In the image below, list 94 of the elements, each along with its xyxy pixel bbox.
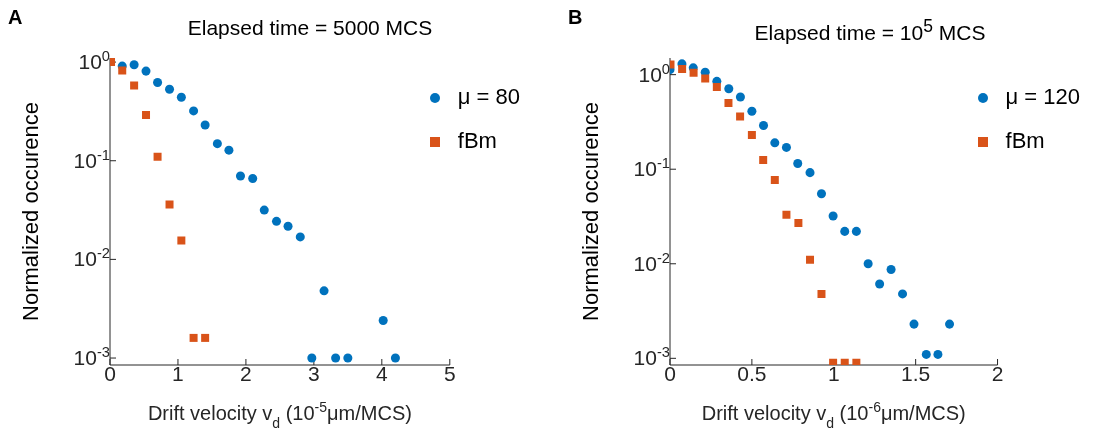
point [235,171,245,181]
legend-label: fBm [1005,128,1045,153]
point [770,175,779,184]
point [189,106,199,116]
point [689,68,698,77]
point [781,142,791,152]
point [176,92,186,102]
point [142,111,151,120]
chart-title: Elapsed time = 5000 MCS [186,16,434,40]
x-tick-label: 0.5 [737,362,767,385]
y-tick-label: 10$^{-1}$ [73,146,110,172]
point [724,84,734,94]
point [390,353,400,363]
point [794,218,803,227]
point [736,112,745,121]
point [817,289,826,298]
point [851,226,861,236]
point [770,138,780,148]
y-tick-label: 10$^{0}$ [638,60,670,86]
point [129,60,139,70]
point [735,92,745,102]
point [224,145,234,155]
point [165,84,175,94]
point [793,158,803,168]
point [840,358,849,365]
x-tick-label: 4 [375,362,388,385]
x-tick-label: 1 [827,362,840,385]
legend-label: μ = 80 [457,84,520,109]
point [378,316,388,326]
y-tick-label: 10$^{0}$ [78,48,110,74]
x-tick-label: 5 [443,362,456,385]
point [724,99,733,108]
point [271,216,282,226]
point [921,349,931,359]
point [747,106,757,116]
legend-label: fBm [457,128,497,153]
y-tick-label: 10$^{-1}$ [633,155,670,181]
point [201,333,210,342]
point [295,232,305,242]
point [701,74,710,83]
point [933,349,943,359]
y-axis-title: Normalized occurence [18,102,43,321]
point [153,78,163,88]
point [759,120,769,130]
point [806,255,815,264]
point [141,66,151,76]
point [712,83,721,92]
y-axis-title: Normalized occurence [578,102,603,321]
point [898,289,908,299]
point [759,156,768,165]
x-tick-label: 1 [172,362,184,385]
point [200,120,210,130]
text: B [568,6,583,29]
point [875,279,885,289]
x-tick-label: 3 [308,362,320,385]
point [782,210,791,219]
x-tick-label: 1.5 [901,362,931,385]
legend-label: μ = 120 [1005,84,1080,109]
point [153,152,162,161]
x-tick-label: 0 [104,362,116,385]
point [945,319,955,329]
point [130,81,139,90]
point [307,353,317,363]
point [165,200,174,209]
point [852,358,861,365]
point [829,358,838,365]
chart-title: Elapsed time = 10$^{5}$ MCS [753,16,987,45]
point [118,66,127,75]
point [886,264,896,274]
point [212,139,222,149]
point [331,353,341,363]
point [828,211,838,221]
point [343,353,353,363]
point [177,236,186,245]
point [816,189,826,199]
point [678,64,687,73]
x-axis-title: Drift velocity v$_{d}$ (10$^{-5}$μm/MCS) [147,399,412,428]
y-tick-label: 10$^{-2}$ [633,249,670,275]
point [283,221,293,231]
text: A [8,6,23,29]
x-tick-label: 0 [664,362,676,385]
y-tick-label: 10$^{-2}$ [73,245,110,271]
point [805,168,815,178]
point [909,319,919,329]
point [189,333,198,342]
point [319,286,329,296]
x-axis-title: Drift velocity v$_{d}$ (10$^{-6}$μm/MCS) [701,399,966,428]
point [248,174,258,184]
x-tick-label: 2 [991,362,1004,385]
point [863,259,873,269]
point [259,205,269,215]
point [840,226,850,236]
x-tick-label: 2 [240,362,252,385]
point [747,131,756,139]
